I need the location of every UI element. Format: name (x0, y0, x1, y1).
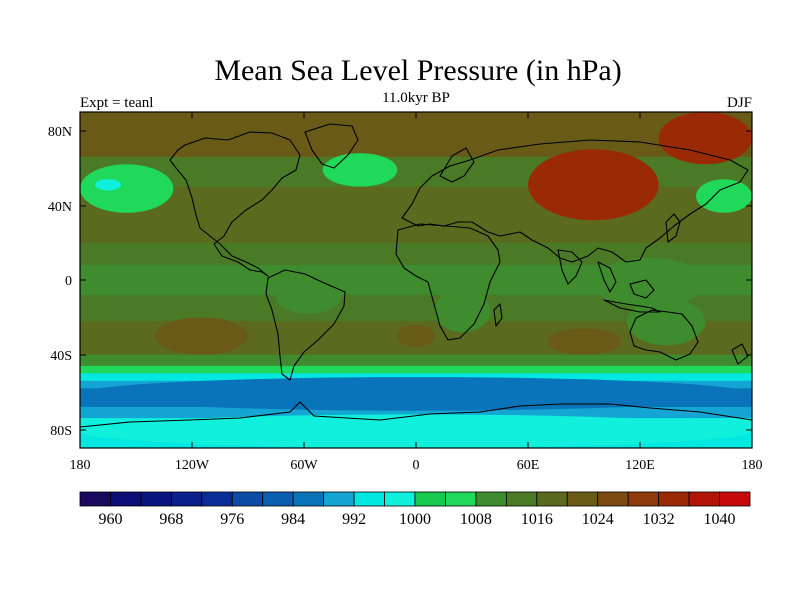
pressure-region-arctic-high (80, 112, 752, 154)
colorbar-box (110, 491, 142, 507)
colorbar-box (201, 491, 233, 507)
colorbar-box (536, 491, 568, 507)
lon-tick-0: 0 (413, 458, 420, 473)
pressure-region-subtropical-high-pacific (154, 317, 248, 355)
colorbar-label: 992 (342, 511, 366, 528)
pressure-band (80, 216, 752, 244)
pressure-region-equatorial-trough-indian (593, 257, 706, 308)
colorbar-box (384, 491, 416, 507)
lon-tick-180w: 180 (70, 458, 91, 473)
coastlines (80, 123, 752, 428)
lon-tick-120e: 120E (625, 458, 655, 473)
pressure-region-southern-trough (80, 377, 752, 411)
colorbar-label: 1032 (643, 511, 675, 528)
colorbar-box (658, 491, 690, 507)
pressure-region-subtropical-high-atlantic (397, 324, 435, 348)
lon-tick-120w: 120W (175, 458, 210, 473)
colorbar-box (140, 491, 172, 507)
experiment-label: Expt = teanl (80, 95, 153, 111)
lat-tick-40n: 40N (48, 200, 72, 215)
colorbar-label: 968 (159, 511, 183, 528)
figure-subtitle: 11.0kyr BP (382, 90, 450, 106)
pressure-band (80, 354, 752, 367)
colorbar-box (292, 491, 325, 507)
pressure-region-west-pacific-low (696, 179, 752, 213)
colorbar-label: 1016 (521, 511, 553, 528)
pressure-field (80, 112, 752, 448)
colorbar-label: 1008 (460, 511, 492, 528)
pressure-region-siberian-high (528, 149, 659, 221)
colorbar-box (353, 491, 385, 507)
pressure-region-north-atlantic-low (322, 153, 398, 187)
pressure-band (80, 365, 752, 374)
figure-title: Mean Sea Level Pressure (in hPa) (214, 54, 621, 87)
lat-tick-0: 0 (65, 274, 72, 289)
pressure-region-southern-africa-low (434, 289, 491, 333)
colorbar-box (323, 491, 355, 507)
colorbar-box (719, 491, 751, 507)
colorbar-label: 984 (281, 511, 305, 528)
pressure-region-south-america-low (276, 280, 342, 314)
colorbar-label: 1024 (582, 511, 614, 528)
colorbar-box (475, 491, 507, 507)
lat-axis (80, 130, 752, 431)
pressure-region-aleutian-core (94, 179, 122, 191)
colorbar-box (414, 491, 446, 507)
season-label: DJF (727, 95, 752, 111)
pressure-band (80, 406, 752, 419)
pressure-region-east-siberia-high (658, 112, 752, 165)
pressure-region-australia-low (626, 298, 706, 346)
colorbar-label: 976 (220, 511, 244, 528)
colorbar-box (566, 491, 599, 507)
colorbar-box (79, 491, 111, 507)
lon-tick-60e: 60E (517, 458, 540, 473)
pressure-band (80, 242, 752, 266)
lon-tick-180e: 180 (742, 458, 763, 473)
colorbar-box (231, 491, 264, 507)
colorbar-box (170, 491, 203, 507)
lat-tick-80n: 80N (48, 125, 72, 140)
colorbar (79, 491, 751, 507)
colorbar-box (445, 491, 477, 507)
colorbar-label: 1000 (399, 511, 431, 528)
lon-axis (79, 112, 753, 448)
colorbar-labels: 960 968 976 984 992 1000 1008 1016 1024 1032 1040 (98, 511, 735, 528)
colorbar-label: 960 (98, 511, 122, 528)
lon-tick-60w: 60W (290, 458, 318, 473)
pressure-region-subtropical-high-indian (546, 328, 622, 355)
colorbar-box (627, 491, 660, 507)
colorbar-box (505, 491, 538, 507)
pressure-region-north-pacific-low (80, 164, 174, 213)
lat-tick-80s: 80S (50, 424, 72, 439)
colorbar-label: 1040 (704, 511, 736, 528)
colorbar-box (262, 491, 294, 507)
lat-tick-40s: 40S (50, 349, 72, 364)
colorbar-box (688, 491, 720, 507)
pressure-region-antarctic (80, 414, 752, 448)
colorbar-box (597, 491, 629, 507)
